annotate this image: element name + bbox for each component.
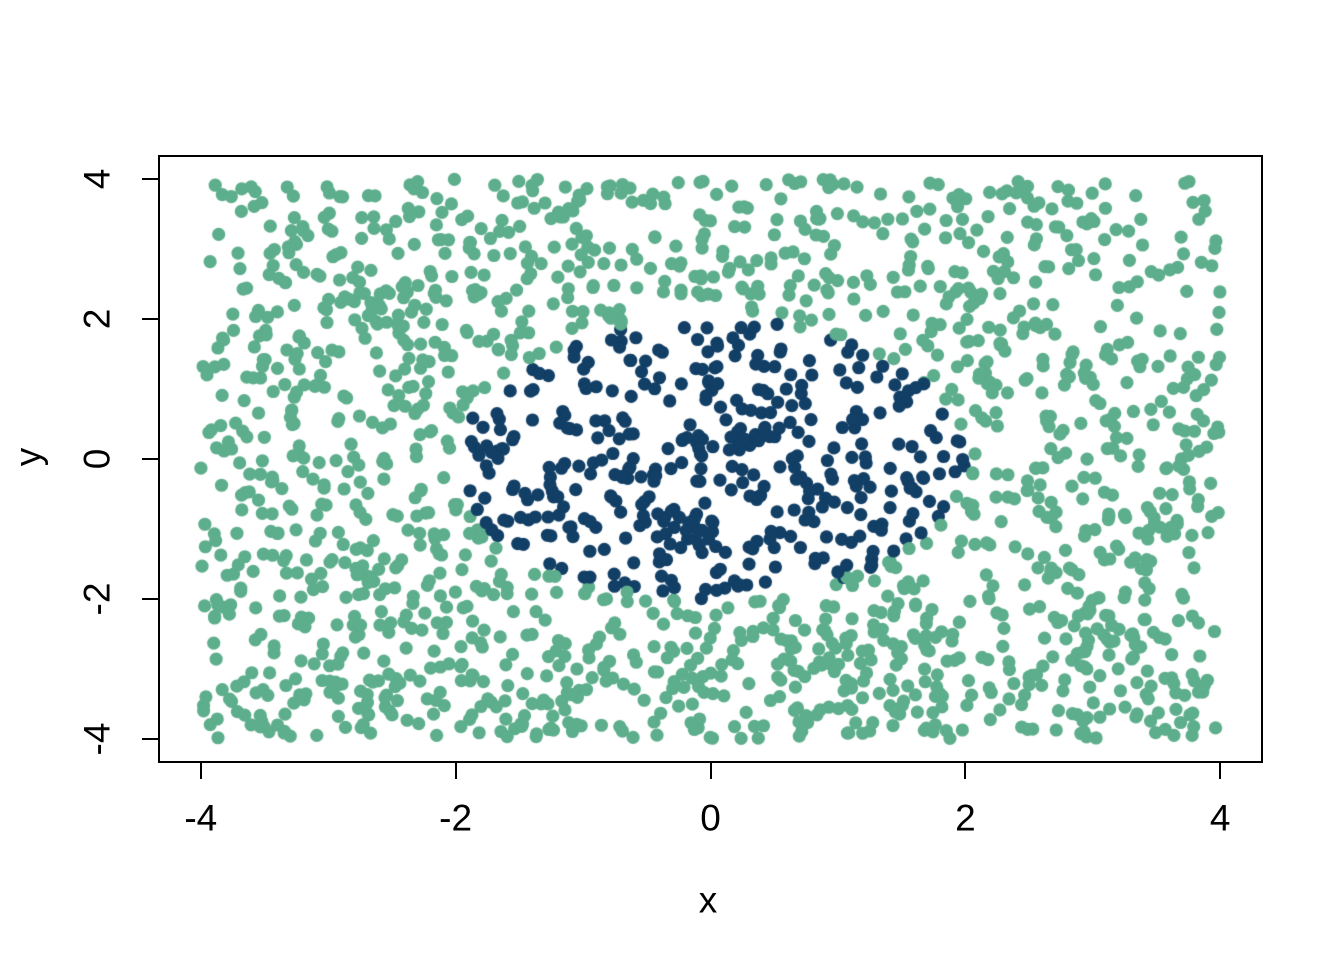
x-tick-mark bbox=[964, 763, 967, 779]
scatter-points-canvas bbox=[160, 157, 1261, 761]
y-tick-label: 2 bbox=[76, 308, 118, 330]
x-tick-mark bbox=[199, 763, 202, 779]
y-tick-mark bbox=[142, 597, 158, 600]
x-tick-mark bbox=[1219, 763, 1222, 779]
x-tick-mark bbox=[454, 763, 457, 779]
x-tick-mark bbox=[709, 763, 712, 779]
x-tick-label: -4 bbox=[184, 797, 218, 839]
y-tick-mark bbox=[142, 178, 158, 181]
y-tick-mark bbox=[142, 318, 158, 321]
y-axis-title: y bbox=[7, 447, 49, 467]
x-tick-label: 0 bbox=[700, 797, 721, 839]
y-tick-label: -2 bbox=[76, 582, 118, 616]
y-tick-mark bbox=[142, 458, 158, 460]
x-tick-label: 4 bbox=[1209, 797, 1231, 839]
y-tick-label: 0 bbox=[76, 448, 118, 470]
y-tick-label: 4 bbox=[76, 169, 118, 190]
y-tick-mark bbox=[142, 737, 158, 740]
x-tick-label: -2 bbox=[439, 797, 473, 839]
y-tick-label: -4 bbox=[76, 722, 118, 756]
x-tick-label: 2 bbox=[955, 797, 976, 839]
x-axis-title: x bbox=[698, 879, 718, 921]
plot-area bbox=[158, 155, 1263, 763]
